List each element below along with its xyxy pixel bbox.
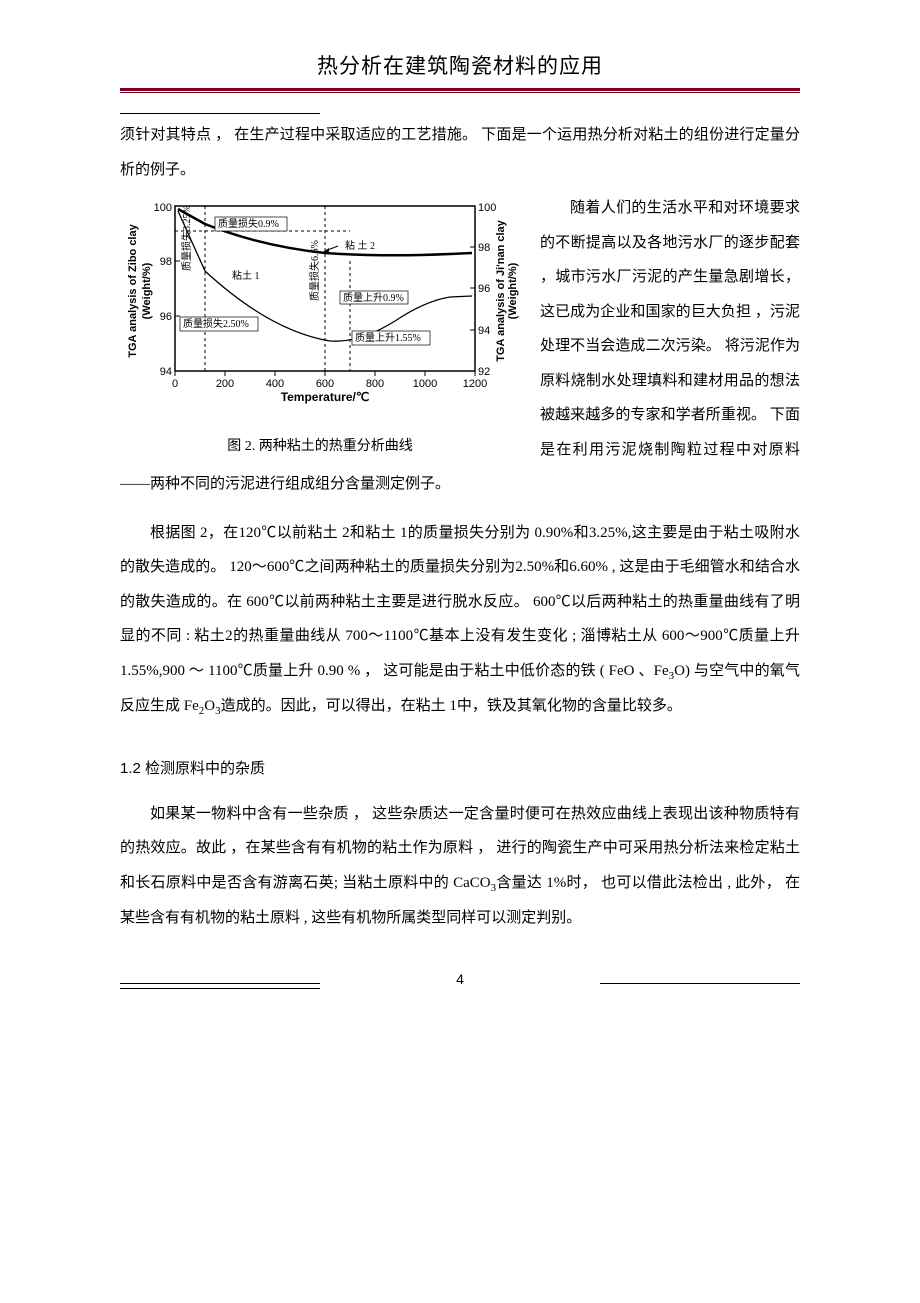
figure-block: 100 98 96 94 100 [120, 191, 520, 463]
ltick-100: 100 [154, 202, 172, 214]
anno-rise-0-9: 质量上升0.9% [343, 292, 404, 304]
page-number: 4 [456, 971, 464, 987]
section-heading-1-2: 1.2 检测原料中的杂质 [120, 752, 800, 787]
ltick-94: 94 [160, 366, 172, 378]
section-paragraph: 如果某一物料中含有一些杂质 ， 这些杂质达一定含量时便可在热效应曲线上表现出该种… [120, 797, 800, 936]
p3-d: 造成的。因此，可以得出，在粘土 1中，铁及其氧化物的含量比较多。 [221, 698, 682, 714]
page-header-title: 热分析在建筑陶瓷材料的应用 [120, 50, 800, 80]
xtick-800: 800 [366, 378, 384, 390]
xtick-1200: 1200 [463, 378, 487, 390]
anno-loss-3-25: 质量损失3.25% [180, 205, 193, 271]
anno-loss-2-5: 质量损失2.50% [183, 317, 249, 330]
x-axis-label: Temperature/℃ [281, 390, 370, 404]
analysis-paragraph: 根据图 2，在120℃以前粘土 2和粘土 1的质量损失分别为 0.90%和3.2… [120, 516, 800, 725]
ltick-98: 98 [160, 256, 172, 268]
intro-paragraph: 须针对其特点 ， 在生产过程中采取适应的工艺措施。 下面是一个运用热分析对粘土的… [120, 118, 800, 187]
right-y-label-2: (Weight/%) [507, 262, 519, 319]
xtick-0: 0 [172, 378, 178, 390]
anno-loss-0-9: 质量损失0.9% [218, 217, 279, 230]
tga-chart: 100 98 96 94 100 [120, 191, 520, 411]
xtick-1000: 1000 [413, 378, 437, 390]
p3-c: O [204, 698, 215, 714]
figure-and-text-wrap: 100 98 96 94 100 [120, 191, 800, 506]
footer-left-rules [120, 983, 320, 993]
anno-clay2: 粘 土 2 [345, 239, 375, 252]
xtick-400: 400 [266, 378, 284, 390]
header-divider [120, 88, 800, 93]
rtick-92: 92 [478, 366, 490, 378]
left-y-label-2: (Weight/%) [141, 262, 153, 319]
figure-caption: 图 2. 两种粘土的热重分析曲线 [120, 431, 520, 463]
inner-top-rule [120, 113, 320, 114]
xtick-600: 600 [316, 378, 334, 390]
right-y-label-1: TGA analysis of Ji'nan clay [495, 219, 507, 361]
left-y-label-1: TGA analysis of Zibo clay [127, 223, 139, 357]
rtick-96: 96 [478, 283, 490, 295]
rtick-100: 100 [478, 202, 496, 214]
p3-a: 根据图 2，在120℃以前粘土 2和粘土 1的质量损失分别为 0.90%和3.2… [120, 525, 800, 679]
rtick-94: 94 [478, 325, 490, 337]
ltick-96: 96 [160, 311, 172, 323]
footer: 4 [120, 971, 800, 1011]
rtick-98: 98 [478, 242, 490, 254]
footer-right-rules [600, 983, 800, 988]
anno-loss-6-6: 质量损失6.6% [308, 240, 321, 301]
xtick-200: 200 [216, 378, 234, 390]
anno-clay1: 粘土 1 [232, 269, 260, 282]
anno-rise-1-55: 质量上升1.55% [355, 332, 421, 344]
